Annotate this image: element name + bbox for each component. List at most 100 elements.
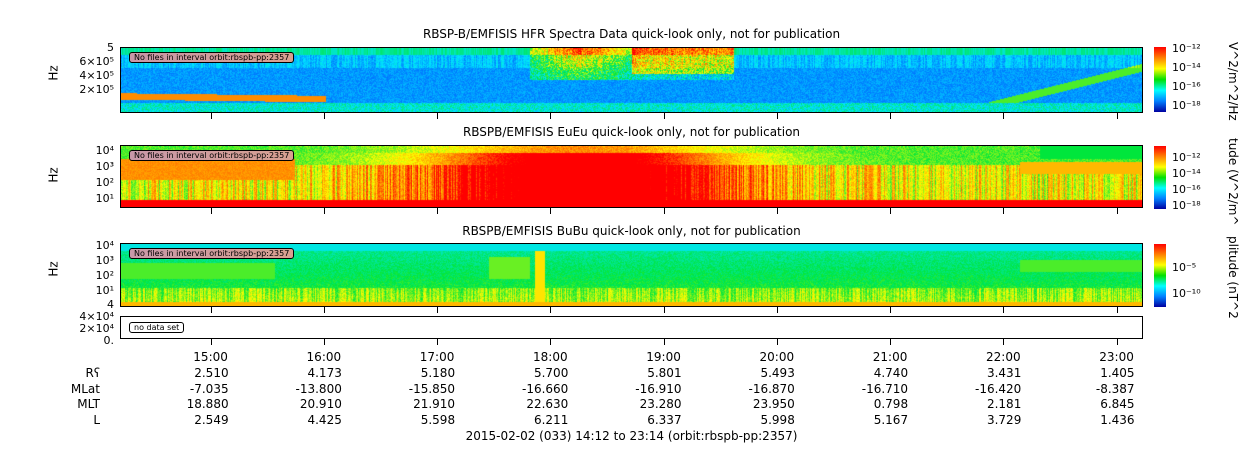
x-tick-mark [437, 307, 439, 313]
ytick: 10³ [95, 160, 114, 173]
x-tick-mark [550, 113, 552, 119]
ephemeris-value: -15.850 [408, 381, 456, 396]
ephemeris-value: -8.387 [1095, 381, 1135, 396]
ephemeris-value: 21.910 [413, 397, 456, 411]
colorbar-tick: 10⁻¹⁴ [1172, 61, 1201, 74]
colorbar-tick: 10⁻⁵ [1172, 261, 1197, 274]
bubu-spectrogram: No files in interval orbit:rbspb-pp:2357 [120, 243, 1143, 307]
x-tick-mark [663, 208, 665, 214]
x-tick-mark [1116, 113, 1118, 119]
ephemeris-value: 5.998 [760, 412, 795, 427]
x-tick-mark [776, 339, 778, 345]
x-tick-mark [1003, 208, 1005, 214]
no-files-note: No files in interval orbit:rbspb-pp:2357 [129, 248, 295, 259]
ytick: 6×10⁵ [79, 55, 114, 68]
x-tick-mark [776, 307, 778, 313]
ephemeris-value: 20.910 [299, 397, 342, 411]
ephemeris-value: -16.710 [861, 381, 909, 396]
ephemeris-value: 22.630 [526, 397, 569, 411]
x-tick-mark [437, 339, 439, 345]
x-tick-mark [437, 113, 439, 119]
colorbar-tick: 10⁻¹⁸ [1172, 99, 1201, 112]
ephemeris-value: 5.598 [420, 412, 456, 427]
panel3-title: RBSPB/EMFISIS BuBu quick-look only, not … [462, 224, 801, 238]
x-tick-mark [323, 339, 325, 345]
colorbar-tick: 10⁻¹² [1172, 42, 1201, 55]
ephemeris-value: -7.035 [189, 381, 229, 396]
hfr-spectrogram: No files in interval orbit:rbspb-pp:2357 [120, 47, 1143, 113]
x-tick-mark [1116, 208, 1118, 214]
colorbar-label: plitude (nT^2 [1226, 236, 1240, 319]
colorbar-tick: 10⁻¹⁸ [1172, 199, 1201, 212]
ytick: 2×10⁵ [79, 83, 114, 96]
ephemeris-label: MLat [70, 381, 100, 396]
colorbar-label: tude (V^2/m^ [1226, 138, 1240, 226]
x-tick-mark [210, 307, 212, 313]
x-tick-mark [890, 208, 892, 214]
colorbar [1154, 146, 1166, 209]
ephemeris-value: 5.700 [533, 366, 569, 380]
x-tick-mark [1116, 339, 1118, 345]
colorbar-tick: 10⁻¹⁶ [1172, 80, 1201, 93]
x-tick-mark [1003, 307, 1005, 313]
ytick: 4×10⁵ [79, 69, 114, 82]
ytick: 10¹ [95, 192, 114, 205]
ephemeris-value: 5.493 [760, 366, 795, 380]
colorbar-label: V^2/m^2/Hz [1226, 42, 1240, 121]
ephemeris-value: 5.167 [873, 412, 909, 427]
footer-time-range: 2015-02-02 (033) 14:12 to 23:14 (orbit:r… [465, 429, 798, 443]
ytick: 0. [103, 334, 115, 347]
x-tick-mark [663, 113, 665, 119]
x-tick-mark [1003, 113, 1005, 119]
x-tick-mark [890, 339, 892, 345]
ephemeris-value: 5.801 [647, 366, 682, 380]
ytick: 4×10⁴ [79, 310, 114, 323]
x-tick-mark [890, 113, 892, 119]
ephemeris-value: 1.405 [1100, 366, 1135, 380]
x-tick-mark [210, 339, 212, 345]
x-tick-label: 19:00 [646, 350, 681, 364]
ephemeris-label: Rʕ [85, 366, 100, 380]
ytick: 4 [107, 298, 114, 311]
x-tick-mark [210, 113, 212, 119]
x-tick-mark [1116, 307, 1118, 313]
ephemeris-value: -16.910 [635, 381, 682, 396]
colorbar [1154, 47, 1166, 112]
ephemeris-value: 1.436 [1100, 412, 1135, 427]
x-tick-mark [323, 113, 325, 119]
empty-panel: no data set [120, 316, 1143, 339]
x-tick-mark [890, 307, 892, 313]
ephemeris-value: 2.549 [194, 412, 229, 427]
x-tick-label: 20:00 [759, 350, 795, 364]
ephemeris-value: -16.660 [522, 381, 569, 396]
ytick: 10¹ [95, 284, 114, 297]
colorbar-tick: 10⁻¹⁴ [1172, 167, 1201, 180]
x-tick-mark [663, 307, 665, 313]
ephemeris-value: -13.800 [295, 381, 342, 396]
x-tick-label: 15:00 [193, 350, 228, 364]
ytick: 2×10⁴ [79, 322, 114, 335]
x-tick-mark [437, 208, 439, 214]
x-tick-mark [663, 339, 665, 345]
x-tick-mark [1003, 339, 1005, 345]
x-tick-mark [210, 208, 212, 214]
ephemeris-label: L [93, 412, 100, 427]
ephemeris-value: 0.798 [873, 397, 909, 411]
ephemeris-value: 23.950 [752, 397, 795, 411]
x-tick-mark [776, 113, 778, 119]
ytick: 10⁴ [95, 144, 114, 157]
no-files-note: No files in interval orbit:rbspb-pp:2357 [129, 52, 295, 63]
ytick: 10² [95, 269, 114, 282]
ephemeris-value: 2.510 [194, 366, 229, 380]
ephemeris-value: 23.280 [639, 397, 682, 411]
ephemeris-value: 4.425 [307, 412, 342, 427]
ephemeris-value: -16.870 [748, 381, 795, 396]
ephemeris-value: 4.173 [307, 366, 342, 380]
ephemeris-value: 2.181 [986, 397, 1022, 411]
ephemeris-value: -16.420 [975, 381, 1022, 396]
ytick: 10⁴ [95, 239, 114, 252]
x-tick-label: 21:00 [872, 350, 908, 364]
x-tick-mark [550, 307, 552, 313]
ephemeris-label: MLT [77, 397, 100, 411]
ephemeris-value: 3.729 [986, 412, 1022, 427]
